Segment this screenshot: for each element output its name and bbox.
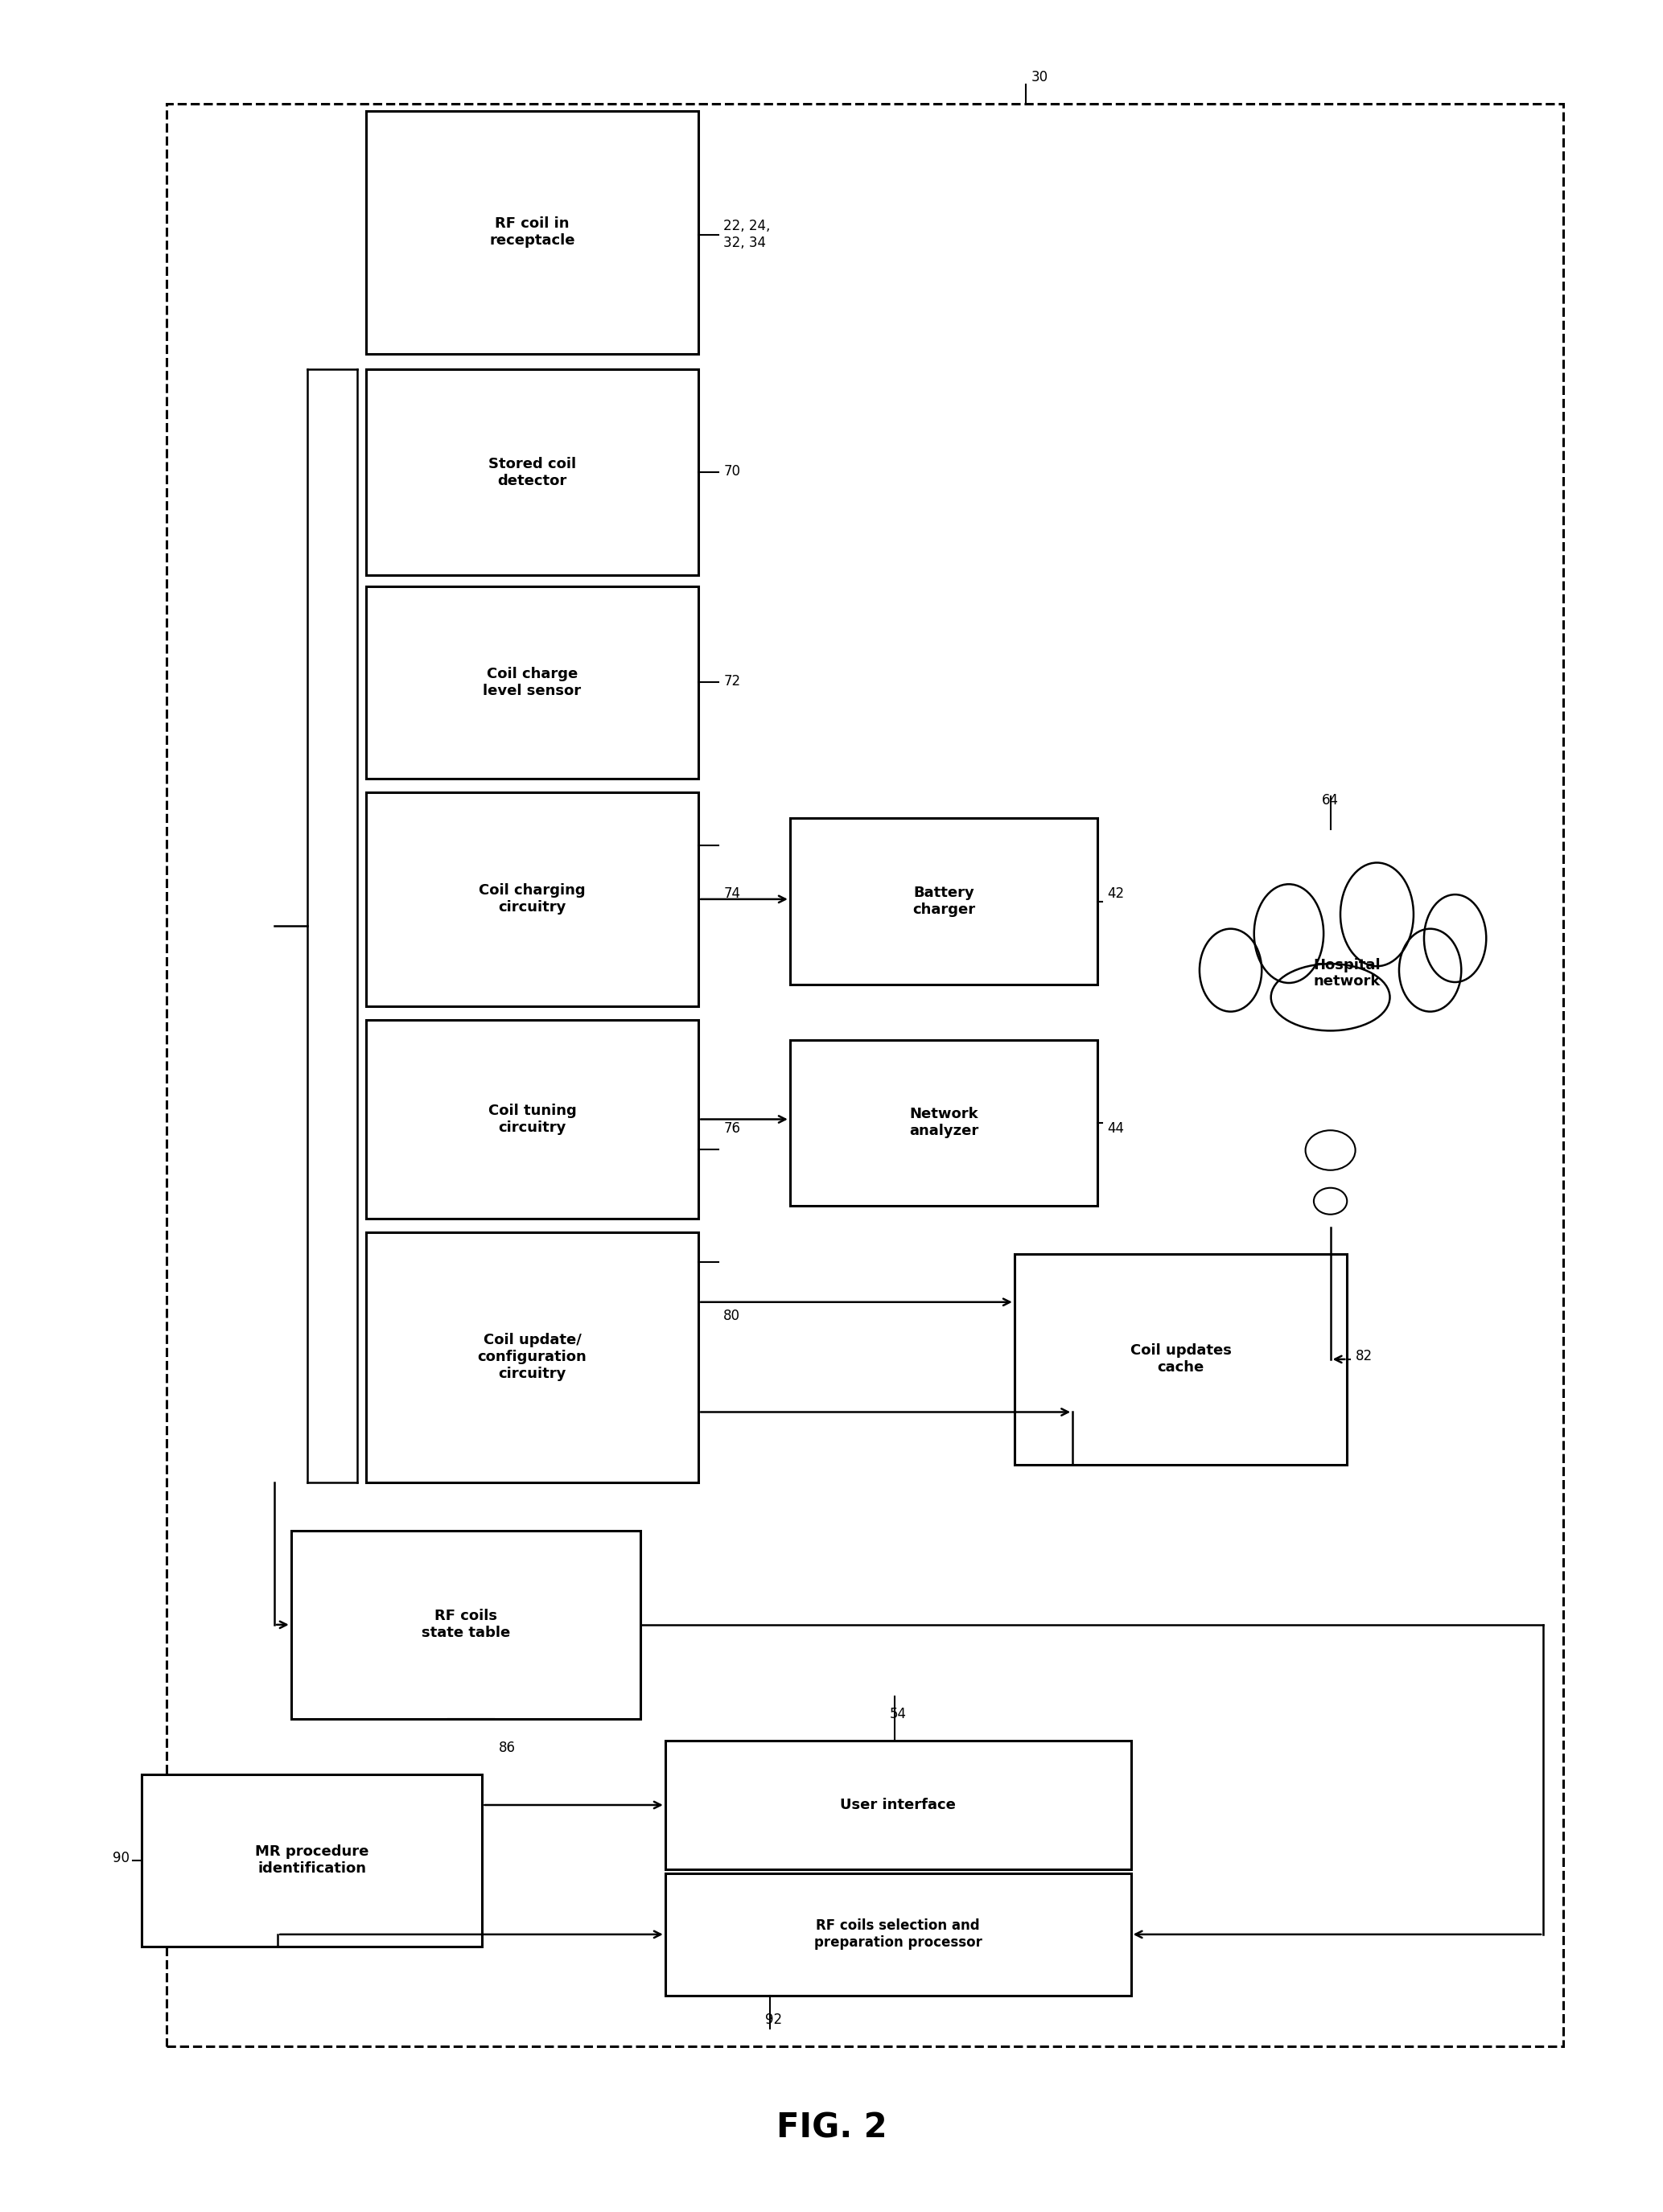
Bar (366, 1232, 698, 1482)
Text: 80: 80 (723, 1310, 740, 1323)
Text: 86: 86 (499, 1741, 516, 1754)
Bar (366, 586, 698, 779)
Text: FIG. 2: FIG. 2 (777, 2110, 886, 2146)
Ellipse shape (1305, 1130, 1355, 1170)
Text: 42: 42 (1108, 887, 1124, 900)
Bar (141, 1774, 482, 1947)
Text: 70: 70 (723, 465, 740, 478)
Bar (790, 818, 1098, 984)
Text: Coil updates
cache: Coil updates cache (1131, 1343, 1231, 1376)
Text: 82: 82 (1355, 1349, 1372, 1363)
Text: 44: 44 (1108, 1121, 1124, 1135)
Text: RF coil in
receptacle: RF coil in receptacle (489, 217, 575, 248)
Text: 22, 24,
32, 34: 22, 24, 32, 34 (723, 219, 770, 250)
Text: 74: 74 (723, 887, 740, 900)
Text: Coil charge
level sensor: Coil charge level sensor (482, 666, 582, 699)
Text: 92: 92 (765, 2013, 782, 2028)
Bar (166, 104, 1563, 2046)
Text: Hospital
network: Hospital network (1314, 958, 1380, 989)
Ellipse shape (1314, 1188, 1347, 1214)
Text: User interface: User interface (840, 1798, 956, 1812)
Text: 30: 30 (1031, 71, 1048, 84)
Ellipse shape (1271, 964, 1390, 1031)
Bar (366, 111, 698, 354)
Text: 90: 90 (113, 1851, 130, 1865)
Text: 72: 72 (723, 675, 740, 688)
Ellipse shape (1424, 894, 1487, 982)
Text: Coil tuning
circuitry: Coil tuning circuitry (487, 1104, 577, 1135)
Text: Stored coil
detector: Stored coil detector (489, 456, 575, 489)
Text: MR procedure
identification: MR procedure identification (254, 1845, 369, 1876)
Text: RF coils
state table: RF coils state table (421, 1608, 511, 1641)
Text: RF coils selection and
preparation processor: RF coils selection and preparation proce… (813, 1918, 983, 1951)
Ellipse shape (1254, 885, 1324, 982)
Ellipse shape (1340, 863, 1414, 967)
Bar (1014, 1254, 1347, 1464)
Ellipse shape (1199, 929, 1262, 1011)
Bar (790, 1040, 1098, 1206)
Text: Coil charging
circuitry: Coil charging circuitry (479, 883, 585, 916)
Bar (366, 1020, 698, 1219)
Text: 64: 64 (1322, 792, 1339, 807)
Text: 76: 76 (723, 1121, 740, 1135)
Text: Coil update/
configuration
circuitry: Coil update/ configuration circuitry (477, 1334, 587, 1380)
Bar (665, 1874, 1131, 1995)
Bar (366, 792, 698, 1006)
Text: Network
analyzer: Network analyzer (910, 1106, 978, 1139)
Text: 54: 54 (890, 1705, 906, 1721)
Bar (665, 1741, 1131, 1869)
Bar (366, 369, 698, 575)
Bar (291, 1531, 640, 1719)
Text: Battery
charger: Battery charger (913, 885, 975, 918)
Ellipse shape (1399, 929, 1462, 1011)
